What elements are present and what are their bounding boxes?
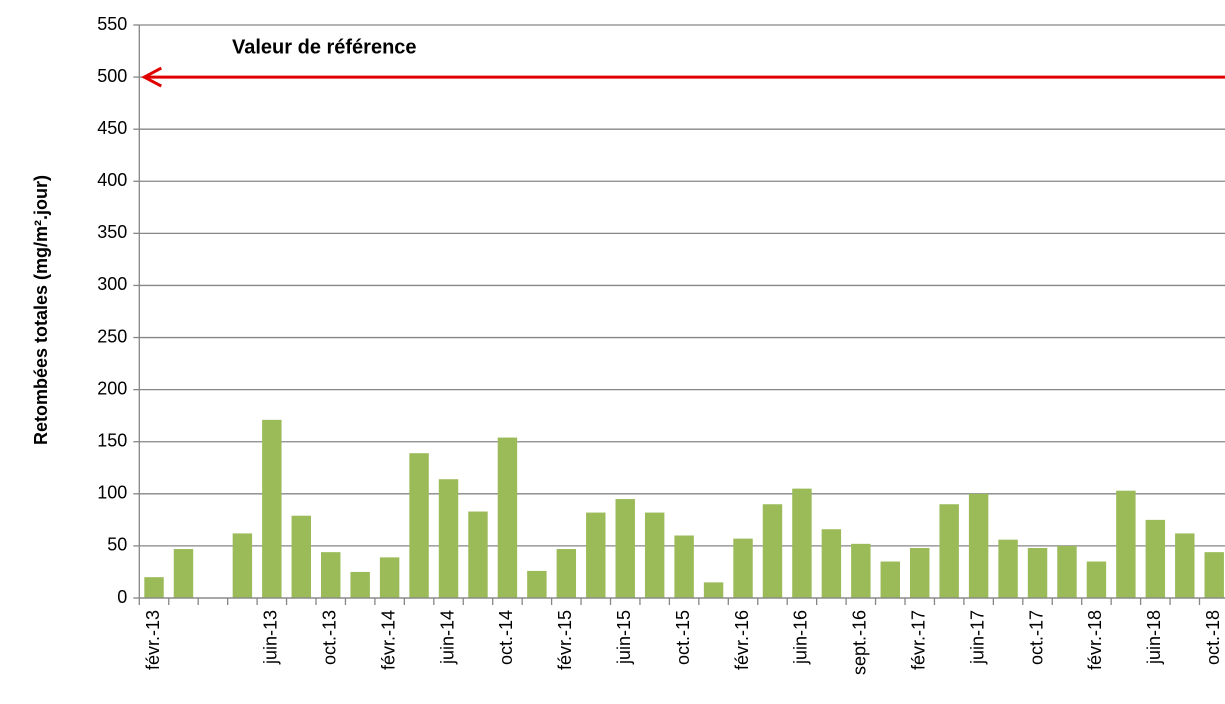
x-tick-label: oct.-18 — [1203, 610, 1223, 665]
y-tick-label: 350 — [97, 222, 127, 242]
bar — [438, 479, 459, 598]
x-tick-label: févr.-15 — [555, 610, 575, 670]
x-tick-label: févr.-14 — [378, 610, 398, 670]
bar — [497, 437, 518, 598]
y-tick-label: 100 — [97, 483, 127, 503]
y-axis-label: Retombées totales (mg/m².jour) — [31, 175, 51, 445]
bar — [1116, 490, 1136, 598]
x-tick-label: juin-14 — [437, 610, 457, 665]
bar — [880, 561, 900, 598]
bar — [232, 533, 253, 598]
bar — [615, 499, 635, 598]
bar — [144, 577, 164, 598]
x-tick-label: juin-17 — [967, 610, 987, 665]
bar — [409, 453, 429, 598]
x-tick-label: sept.-16 — [850, 610, 870, 675]
y-tick-label: 550 — [97, 14, 127, 34]
bar — [910, 547, 930, 598]
x-tick-label: févr.-13 — [143, 610, 163, 670]
bar — [379, 557, 400, 598]
bar — [644, 512, 665, 598]
bar — [703, 582, 724, 598]
bar — [321, 552, 341, 598]
bar — [939, 504, 959, 598]
x-tick-label: févr.-16 — [732, 610, 752, 670]
bar — [262, 419, 282, 598]
y-tick-label: 150 — [97, 430, 127, 450]
bar — [350, 571, 370, 598]
bar — [291, 515, 311, 598]
bar — [1027, 547, 1048, 598]
y-tick-label: 200 — [97, 378, 127, 398]
bar — [792, 488, 812, 598]
x-tick-label: oct.-14 — [496, 610, 516, 665]
bar — [762, 504, 783, 598]
bar — [998, 539, 1018, 598]
bar — [527, 570, 547, 598]
x-tick-label: oct.-13 — [319, 610, 339, 665]
x-tick-label: oct.-15 — [673, 610, 693, 665]
bar — [468, 511, 488, 598]
bar — [1175, 533, 1195, 598]
y-tick-label: 400 — [97, 170, 127, 190]
bar — [1057, 545, 1077, 598]
x-tick-label: juin-16 — [791, 610, 811, 665]
y-tick-label: 250 — [97, 326, 127, 346]
x-tick-label: févr.-18 — [1085, 610, 1105, 670]
bar — [733, 538, 753, 598]
bar — [173, 549, 194, 598]
bar — [821, 529, 842, 598]
y-tick-label: 50 — [107, 535, 127, 555]
bar — [1145, 519, 1166, 598]
bar — [851, 543, 871, 598]
y-tick-label: 0 — [117, 587, 127, 607]
x-tick-label: juin-18 — [1144, 610, 1164, 665]
bar — [1204, 552, 1224, 598]
bar — [556, 549, 577, 598]
reference-arrow — [141, 66, 163, 88]
bar — [674, 535, 694, 598]
bar — [1086, 561, 1107, 598]
y-tick-label: 450 — [97, 118, 127, 138]
reference-label: Valeur de référence — [232, 36, 417, 58]
bar — [968, 493, 989, 598]
bar — [586, 512, 606, 598]
x-tick-label: févr.-17 — [908, 610, 928, 670]
y-tick-label: 300 — [97, 274, 127, 294]
x-tick-label: juin-13 — [261, 610, 281, 665]
x-tick-label: juin-15 — [614, 610, 634, 665]
x-tick-label: oct.-17 — [1026, 610, 1046, 665]
y-tick-label: 500 — [97, 66, 127, 86]
